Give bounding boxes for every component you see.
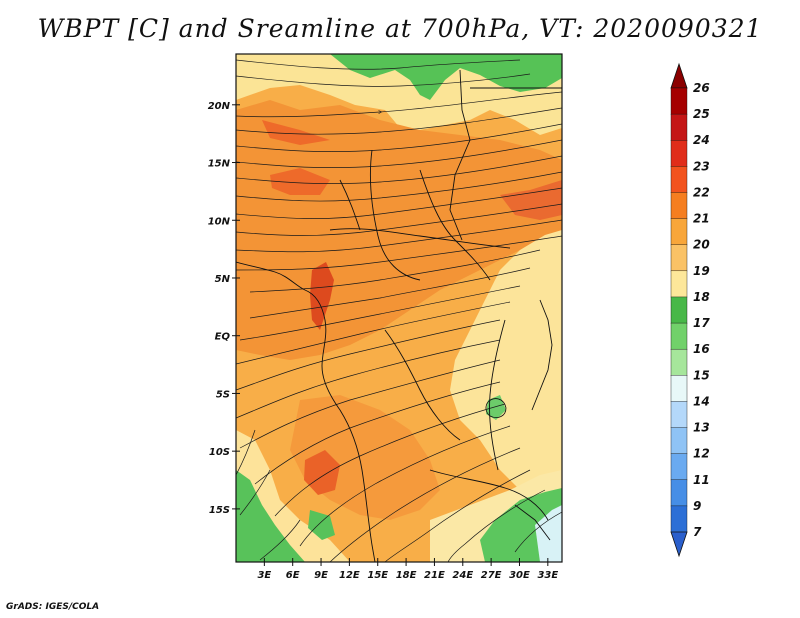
colorbar-label: 11 — [693, 473, 710, 487]
lake-victoria — [485, 398, 507, 418]
lon-tick-label: 21E — [424, 570, 445, 581]
red-patch-cameroon — [310, 262, 334, 330]
colorbar-label: 7 — [693, 525, 702, 539]
colorbar-swatch — [670, 505, 688, 533]
lon-tick-label: 6E — [286, 570, 300, 581]
lat-tick-label: EQ — [215, 332, 231, 343]
latitude-axis: 20N 15N 10N 5N EQ 5S 10S 15S — [208, 101, 240, 516]
lat-tick-label: 15N — [208, 159, 231, 170]
colorbar-label: 15 — [693, 368, 710, 382]
lake-victoria-green — [486, 395, 506, 420]
colorbar-swatch — [670, 322, 688, 350]
colorbar-swatch — [670, 166, 688, 193]
colorbar-label: 21 — [693, 212, 710, 226]
colorbar-swatch — [670, 427, 688, 455]
southeast-light-blue — [535, 505, 562, 562]
lon-tick-label: 9E — [314, 570, 328, 581]
lat-tick-label: 5N — [215, 274, 231, 285]
lon-tick-label: 27E — [481, 570, 502, 581]
colorbar-label: 16 — [693, 342, 710, 356]
colorbar-swatch — [670, 244, 688, 272]
lat-tick-label: 10N — [208, 216, 231, 227]
colorbar-swatch — [670, 218, 688, 246]
red-band-north — [262, 120, 330, 195]
lon-tick-label: 30E — [509, 570, 530, 581]
colorbar-swatch — [670, 140, 688, 167]
map-frame — [235, 53, 563, 563]
colorbar-label: 23 — [693, 159, 710, 173]
lat-tick-label: 20N — [208, 101, 231, 112]
map-plot-area — [236, 54, 562, 562]
lat-tick-label: 15S — [209, 505, 230, 516]
longitude-axis: 3E 6E 9E 12E 15E 18E 21E 24E 27E 30E 33E — [257, 558, 558, 581]
colorbar: 26 25 24 23 22 21 20 19 18 17 16 15 14 13 12 11 9 7 — [670, 62, 710, 558]
lon-tick-label: 15E — [367, 570, 388, 581]
colorbar-label: 24 — [693, 133, 710, 147]
colorbar-swatch — [670, 348, 688, 376]
southwest-green-region — [236, 470, 335, 562]
colorbar-label: 19 — [693, 264, 710, 278]
colorbar-bottom-arrow — [670, 531, 688, 558]
colorbar-swatch — [670, 479, 688, 507]
colorbar-swatch — [670, 87, 688, 115]
chart-title: WBPT [C] and Sreamline at 700hPa, VT: 20… — [37, 14, 763, 43]
colorbar-swatch — [670, 375, 688, 402]
lon-tick-label: 12E — [339, 570, 360, 581]
colorbar-swatch — [670, 270, 688, 298]
colorbar-swatch — [670, 296, 688, 324]
credit-text: GrADS: IGES/COLA — [6, 602, 100, 612]
streamlines — [236, 59, 562, 562]
colorbar-swatch — [670, 401, 688, 429]
red-patch-east — [500, 180, 562, 220]
colorbar-label: 18 — [693, 290, 710, 304]
colorbar-label: 22 — [693, 185, 710, 199]
colorbar-swatch — [670, 113, 688, 141]
red-patch-angola — [304, 450, 340, 495]
colorbar-label: 25 — [693, 107, 710, 121]
east-yellow-region — [450, 230, 562, 495]
lon-tick-label: 24E — [452, 570, 473, 581]
colorbar-label: 20 — [693, 238, 710, 252]
colorbar-label: 14 — [693, 394, 710, 408]
country-borders — [236, 69, 562, 562]
colorbar-label: 9 — [693, 499, 701, 513]
colorbar-label: 17 — [693, 316, 710, 330]
lon-tick-label: 33E — [537, 570, 558, 581]
colorbar-label: 13 — [693, 421, 710, 435]
colorbar-swatch — [670, 192, 688, 220]
colorbar-label: 26 — [693, 81, 710, 95]
colorbar-label: 12 — [693, 447, 710, 461]
colorbar-swatch — [670, 453, 688, 481]
colorbar-top-arrow — [670, 62, 688, 89]
lon-tick-label: 18E — [396, 570, 417, 581]
north-green-region — [330, 54, 562, 100]
lat-tick-label: 5S — [216, 389, 230, 400]
lon-tick-label: 3E — [257, 570, 271, 581]
lat-tick-label: 10S — [209, 447, 230, 458]
